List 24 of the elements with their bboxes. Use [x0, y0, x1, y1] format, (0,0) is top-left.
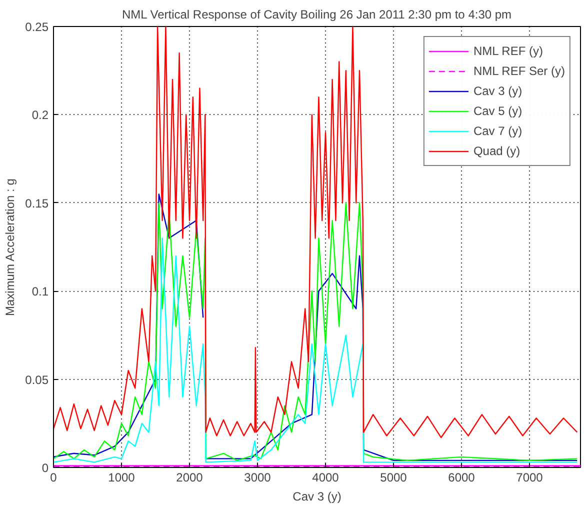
x-tick-label: 0: [50, 470, 58, 484]
y-tick-label: 0.25: [25, 20, 49, 34]
y-tick-label: 0.2: [32, 108, 49, 122]
legend-label: Quad (y): [473, 144, 520, 158]
chart-title: NML Vertical Response of Cavity Boiling 26 Jan 2011 2:30 pm to 4:30 pm: [122, 8, 512, 22]
x-tick-label: 5000: [380, 470, 408, 484]
y-tick-label: 0: [42, 461, 49, 475]
x-tick-label: 6000: [448, 470, 476, 484]
x-axis-title: Cav 3 (y): [292, 490, 342, 504]
y-tick-label: 0.1: [32, 284, 49, 299]
x-tick-label: 7000: [516, 470, 544, 484]
y-tick-label: 0.15: [25, 196, 49, 210]
y-axis-title: Maximum Acceleration : g: [3, 178, 18, 316]
legend-label: Cav 3 (y): [473, 84, 522, 98]
y-tick-label: 0.05: [25, 372, 49, 387]
legend-label: Cav 7 (y): [473, 124, 522, 138]
x-tick-label: 3000: [244, 470, 272, 484]
legend-label: Cav 5 (y): [473, 104, 522, 118]
x-tick-label: 1000: [108, 470, 136, 484]
legend-label: NML REF (y): [473, 44, 543, 58]
legend-label: NML REF Ser (y): [473, 64, 565, 78]
x-tick-label: 4000: [312, 470, 340, 484]
line-series: [54, 26, 578, 438]
x-tick-label: 2000: [176, 470, 204, 484]
